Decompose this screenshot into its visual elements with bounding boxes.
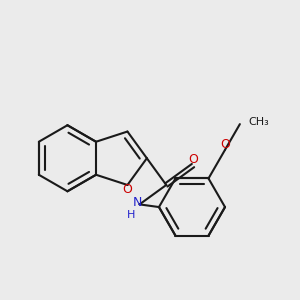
Text: N: N xyxy=(133,196,142,209)
Text: O: O xyxy=(188,153,198,166)
Text: CH₃: CH₃ xyxy=(248,118,269,128)
Text: H: H xyxy=(126,210,135,220)
Text: O: O xyxy=(122,183,132,196)
Text: O: O xyxy=(220,138,230,152)
